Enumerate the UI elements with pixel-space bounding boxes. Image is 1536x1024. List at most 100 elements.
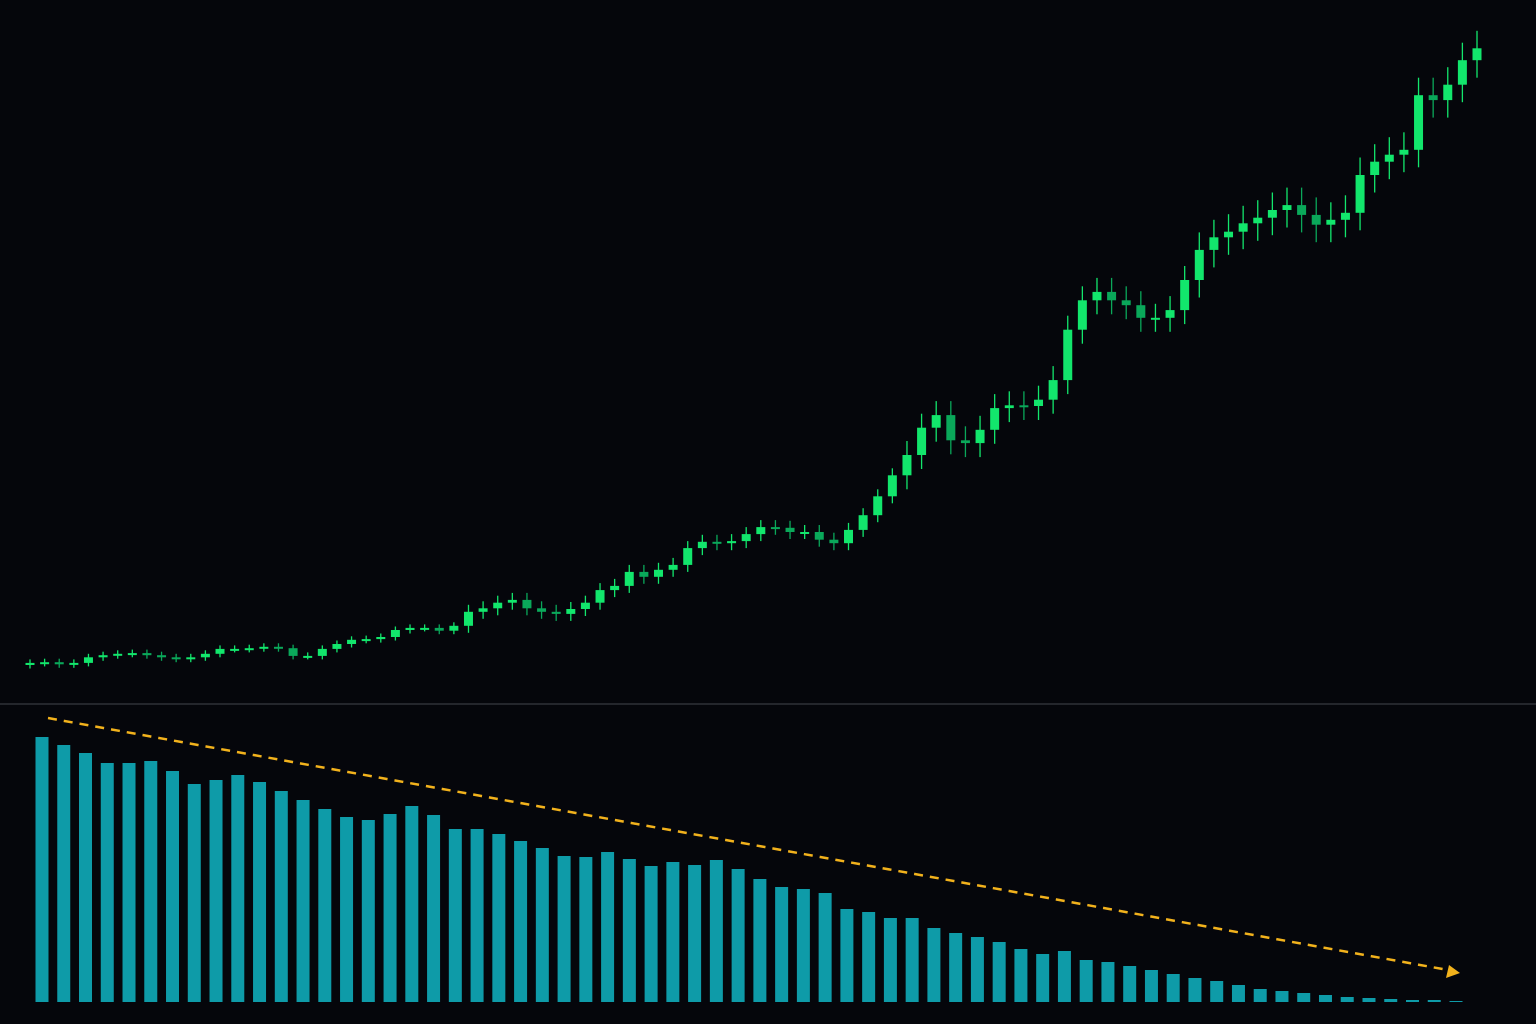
volume-bar [79,753,93,1002]
candle-body [960,440,970,444]
candle-body [1384,154,1394,162]
candle-body [1428,95,1438,101]
candle-body [551,611,561,614]
volume-bar [731,869,745,1002]
candle-body [317,648,327,656]
volume-bar [231,775,245,1002]
candle-body [844,529,854,544]
candle-body [902,455,912,476]
candle-body [127,653,137,656]
volume-bar [1036,954,1050,1002]
volume-bar [1079,960,1093,1002]
candle-body [741,534,751,542]
volume-bar [57,745,71,1002]
candle-body [171,657,181,660]
candle-body [200,653,210,658]
candle-body [756,527,766,535]
candle-body [990,408,1000,430]
candle-body [697,541,707,549]
candle-body [829,539,839,544]
candle-body [420,627,430,630]
candle-body [478,608,488,612]
candle-body [376,637,386,640]
volume-bar [318,809,332,1002]
candle-body [580,602,590,609]
candle-body [522,599,532,609]
candle-body [449,625,459,631]
candle-body [113,653,123,656]
volume-bar [340,817,354,1002]
candle-body [273,646,283,649]
candle-body [40,662,50,665]
volume-bar [166,771,180,1002]
volume-bar [579,857,593,1002]
volume-bar [775,887,789,1002]
candle-body [434,627,444,631]
volume-bar [949,933,963,1002]
volume-bar [100,763,114,1002]
volume-bar [644,866,658,1002]
volume-bar [122,763,136,1002]
candle-body [800,532,810,534]
volume-bar [274,791,288,1002]
volume-bar [1144,970,1158,1002]
volume-bar [1318,995,1332,1002]
candle-body [1340,212,1350,220]
candle-body [873,496,883,516]
volume-bar [1101,962,1115,1002]
volume-bar [1014,949,1028,1002]
candle-body [1297,205,1307,215]
volume-bar [427,815,441,1002]
volume-bar [1362,998,1376,1002]
candle-body [361,639,371,642]
volume-bar [1123,966,1137,1002]
candle-body [1150,317,1160,320]
candle-body [1370,161,1380,175]
volume-bar [361,820,375,1002]
candle-body [1326,219,1336,225]
volume-bar [1210,981,1224,1002]
candle-body [1092,291,1102,301]
volume-bar [840,909,854,1002]
candle-body [98,655,108,658]
volume-bar [470,829,484,1002]
candle-body [624,571,634,586]
candle-body [157,655,167,658]
candle-body [1136,305,1146,318]
volume-bar [1449,1001,1463,1002]
candle-body [712,541,722,544]
candle-body [931,415,941,428]
candle-body [405,627,415,630]
volume-bar [144,761,158,1002]
candle-body [1107,291,1117,301]
volume-bar [1057,951,1071,1002]
volume-bar [1253,989,1267,1002]
candle-body [215,648,225,654]
candle-body [668,564,678,570]
volume-bar [535,848,549,1002]
candle-body [259,646,269,649]
volume-bar [666,862,680,1002]
candle-body [54,662,64,665]
candle-body [858,515,868,530]
volume-bar [253,782,267,1002]
volume-bar [1384,999,1398,1002]
candle-body [244,648,254,651]
candle-body [1282,205,1292,210]
candle-body [1165,310,1175,318]
candle-body [1180,280,1190,311]
volume-bar [209,780,223,1002]
volume-bar [514,841,528,1002]
candle-body [917,427,927,455]
volume-bar [927,928,941,1002]
volume-bar [1166,974,1180,1002]
candle-body [610,585,620,591]
volume-bar [601,852,615,1002]
volume-bar [688,865,702,1002]
candle-body [1253,217,1263,224]
volume-bar [296,800,310,1002]
candle-body [683,548,693,565]
candle-body [1004,405,1014,409]
